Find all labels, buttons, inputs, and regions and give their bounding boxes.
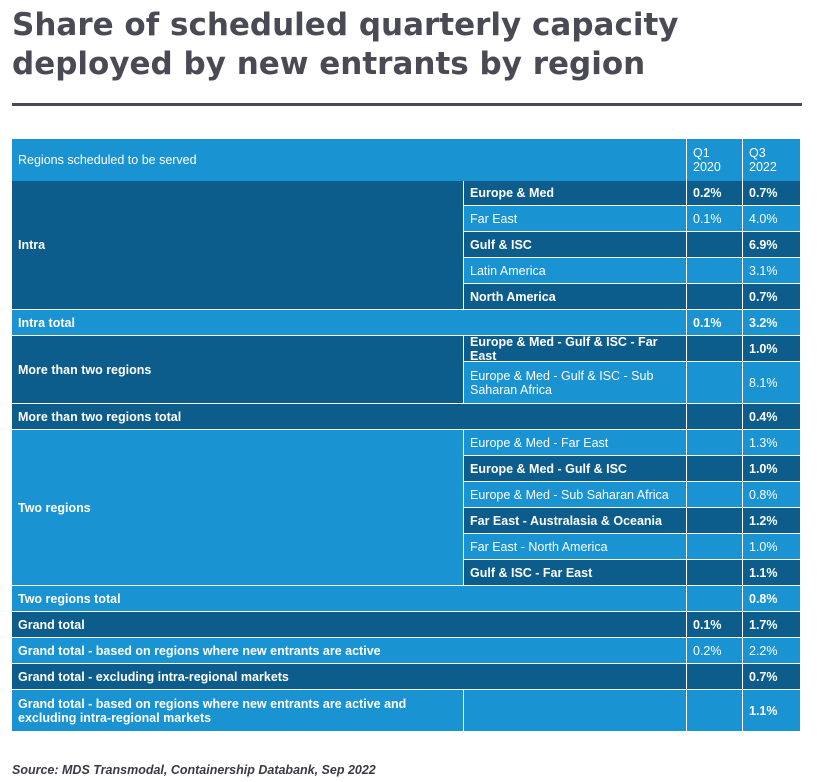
q1-2020-value [687, 284, 742, 309]
total-label: Grand total - excluding intra-regional m… [12, 664, 686, 689]
sub-region-label: Gulf & ISC - Far East [464, 560, 686, 585]
q1-2020-value: 0.1% [687, 310, 742, 335]
q3-2022-value: 1.0% [743, 534, 800, 559]
sub-region-label: Far East - North America [464, 534, 686, 559]
source-note: Source: MDS Transmodal, Containership Da… [12, 763, 376, 777]
sub-region-label: Europe & Med - Sub Saharan Africa [464, 482, 686, 507]
empty-cell [464, 690, 686, 731]
q1-2020-value: 0.2% [687, 638, 742, 663]
sub-region-label: Europe & Med - Gulf & ISC [464, 456, 686, 481]
sub-region-label: Gulf & ISC [464, 232, 686, 257]
q1-2020-value [687, 404, 742, 429]
q3-2022-value: 3.1% [743, 258, 800, 283]
q3-2022-value: 0.8% [743, 482, 800, 507]
q1-2020-value [687, 430, 742, 455]
page-title: Share of scheduled quarterly capacity de… [12, 7, 679, 82]
q3-2022-value: 0.7% [743, 284, 800, 309]
q3-2022-value: 0.7% [743, 664, 800, 689]
total-label: Grand total [12, 612, 686, 637]
group-label: More than two regions [12, 336, 463, 403]
total-label: Two regions total [12, 586, 686, 611]
q1-2020-value [687, 258, 742, 283]
total-label: More than two regions total [12, 404, 686, 429]
q3-2022-value: 1.3% [743, 430, 800, 455]
q3-2022-value: 1.0% [743, 456, 800, 481]
q1-2020-value [687, 560, 742, 585]
sub-region-label: Latin America [464, 258, 686, 283]
header-region: Regions scheduled to be served [12, 139, 686, 181]
sub-region-label: Europe & Med - Gulf & ISC - Sub Saharan … [464, 362, 686, 403]
header-q3: Q3 2022 [743, 139, 800, 181]
q1-2020-value [687, 336, 742, 361]
q1-2020-value [687, 362, 742, 403]
group-label: Two regions [12, 430, 463, 585]
q3-2022-value: 1.1% [743, 560, 800, 585]
q1-2020-value [687, 534, 742, 559]
header-q1: Q1 2020 [687, 139, 742, 181]
q3-2022-value: 6.9% [743, 232, 800, 257]
sub-region-label: Far East - Australasia & Oceania [464, 508, 686, 533]
q3-2022-value: 1.7% [743, 612, 800, 637]
q1-2020-value [687, 586, 742, 611]
q1-2020-value: 0.1% [687, 206, 742, 231]
q1-2020-value [687, 482, 742, 507]
q3-2022-value: 0.8% [743, 586, 800, 611]
sub-region-label: North America [464, 284, 686, 309]
q3-2022-value: 0.4% [743, 404, 800, 429]
total-label: Grand total - based on regions where new… [12, 690, 463, 731]
q1-2020-value [687, 690, 742, 731]
q3-2022-value: 3.2% [743, 310, 800, 335]
total-label: Grand total - based on regions where new… [12, 638, 686, 663]
sub-region-label: Europe & Med - Far East [464, 430, 686, 455]
q1-2020-value [687, 664, 742, 689]
q1-2020-value [687, 232, 742, 257]
group-label: Intra [12, 181, 463, 309]
q1-2020-value: 0.1% [687, 612, 742, 637]
q1-2020-value [687, 456, 742, 481]
total-label: Intra total [12, 310, 686, 335]
q1-2020-value: 0.2% [687, 181, 742, 205]
q3-2022-value: 1.0% [743, 336, 800, 361]
q3-2022-value: 8.1% [743, 362, 800, 403]
q3-2022-value: 1.1% [743, 690, 800, 731]
q3-2022-value: 4.0% [743, 206, 800, 231]
q1-2020-value [687, 508, 742, 533]
q3-2022-value: 1.2% [743, 508, 800, 533]
q3-2022-value: 2.2% [743, 638, 800, 663]
title-divider [12, 103, 802, 106]
q3-2022-value: 0.7% [743, 181, 800, 205]
sub-region-label: Far East [464, 206, 686, 231]
sub-region-label: Europe & Med [464, 181, 686, 205]
sub-region-label: Europe & Med - Gulf & ISC - Far East [464, 335, 686, 363]
